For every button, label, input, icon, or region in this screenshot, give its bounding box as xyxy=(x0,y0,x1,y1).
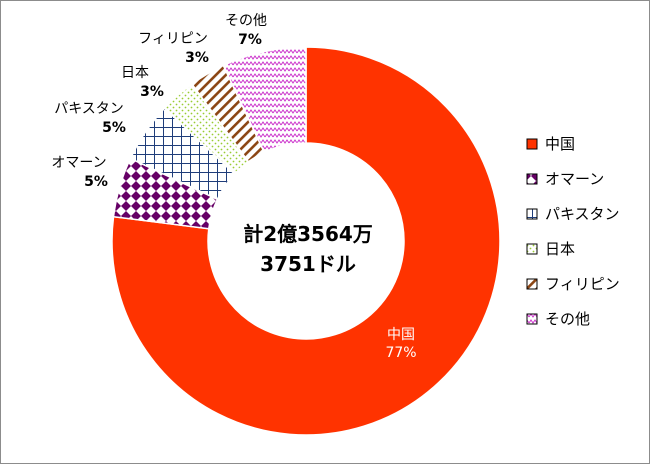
legend-swatch-other xyxy=(526,313,538,325)
slice-label-other-name: その他 xyxy=(225,13,267,29)
center-total-line1: 計2億3564万 xyxy=(243,222,373,246)
legend-label-philippines: フィリピン xyxy=(545,275,620,293)
legend-label-japan: 日本 xyxy=(545,240,575,258)
slice-label-pakistan-pct: 5% xyxy=(102,120,126,136)
slice-labels: 中国 77% オマーン 5% パキスタン 5% 日本 3% フィリピン 3% そ… xyxy=(51,13,416,361)
slice-label-japan-name: 日本 xyxy=(121,65,149,81)
slice-label-japan-pct: 3% xyxy=(140,84,164,100)
slice-label-philippines-pct: 3% xyxy=(185,50,209,66)
slice-label-philippines-name: フィリピン xyxy=(138,31,208,47)
legend-swatch-pakistan xyxy=(526,208,538,220)
slice-label-other-pct: 7% xyxy=(238,32,262,48)
slice-label-china-name: 中国 xyxy=(387,327,415,343)
center-total-line2: 3751ドル xyxy=(260,252,356,276)
legend-label-pakistan: パキスタン xyxy=(545,205,620,223)
slice-label-oman-pct: 5% xyxy=(84,174,108,190)
legend-swatch-oman xyxy=(526,173,538,185)
legend-swatch-japan xyxy=(526,243,538,255)
legend: 中国 オマーン パキスタン 日本 フィリピン その他 xyxy=(526,135,620,328)
slice-china xyxy=(111,46,501,436)
legend-label-other: その他 xyxy=(545,310,590,328)
slice-other xyxy=(222,46,307,154)
slice-label-pakistan-name: パキスタン xyxy=(54,101,124,117)
legend-swatch-philippines xyxy=(526,278,538,290)
legend-label-oman: オマーン xyxy=(545,170,604,188)
donut-slices xyxy=(111,46,501,436)
slice-label-china-pct: 77% xyxy=(385,345,416,361)
center-total: 計2億3564万 3751ドル xyxy=(243,222,373,276)
legend-swatch-china xyxy=(526,138,538,150)
legend-label-china: 中国 xyxy=(545,135,575,153)
slice-label-oman-name: オマーン xyxy=(51,155,106,171)
